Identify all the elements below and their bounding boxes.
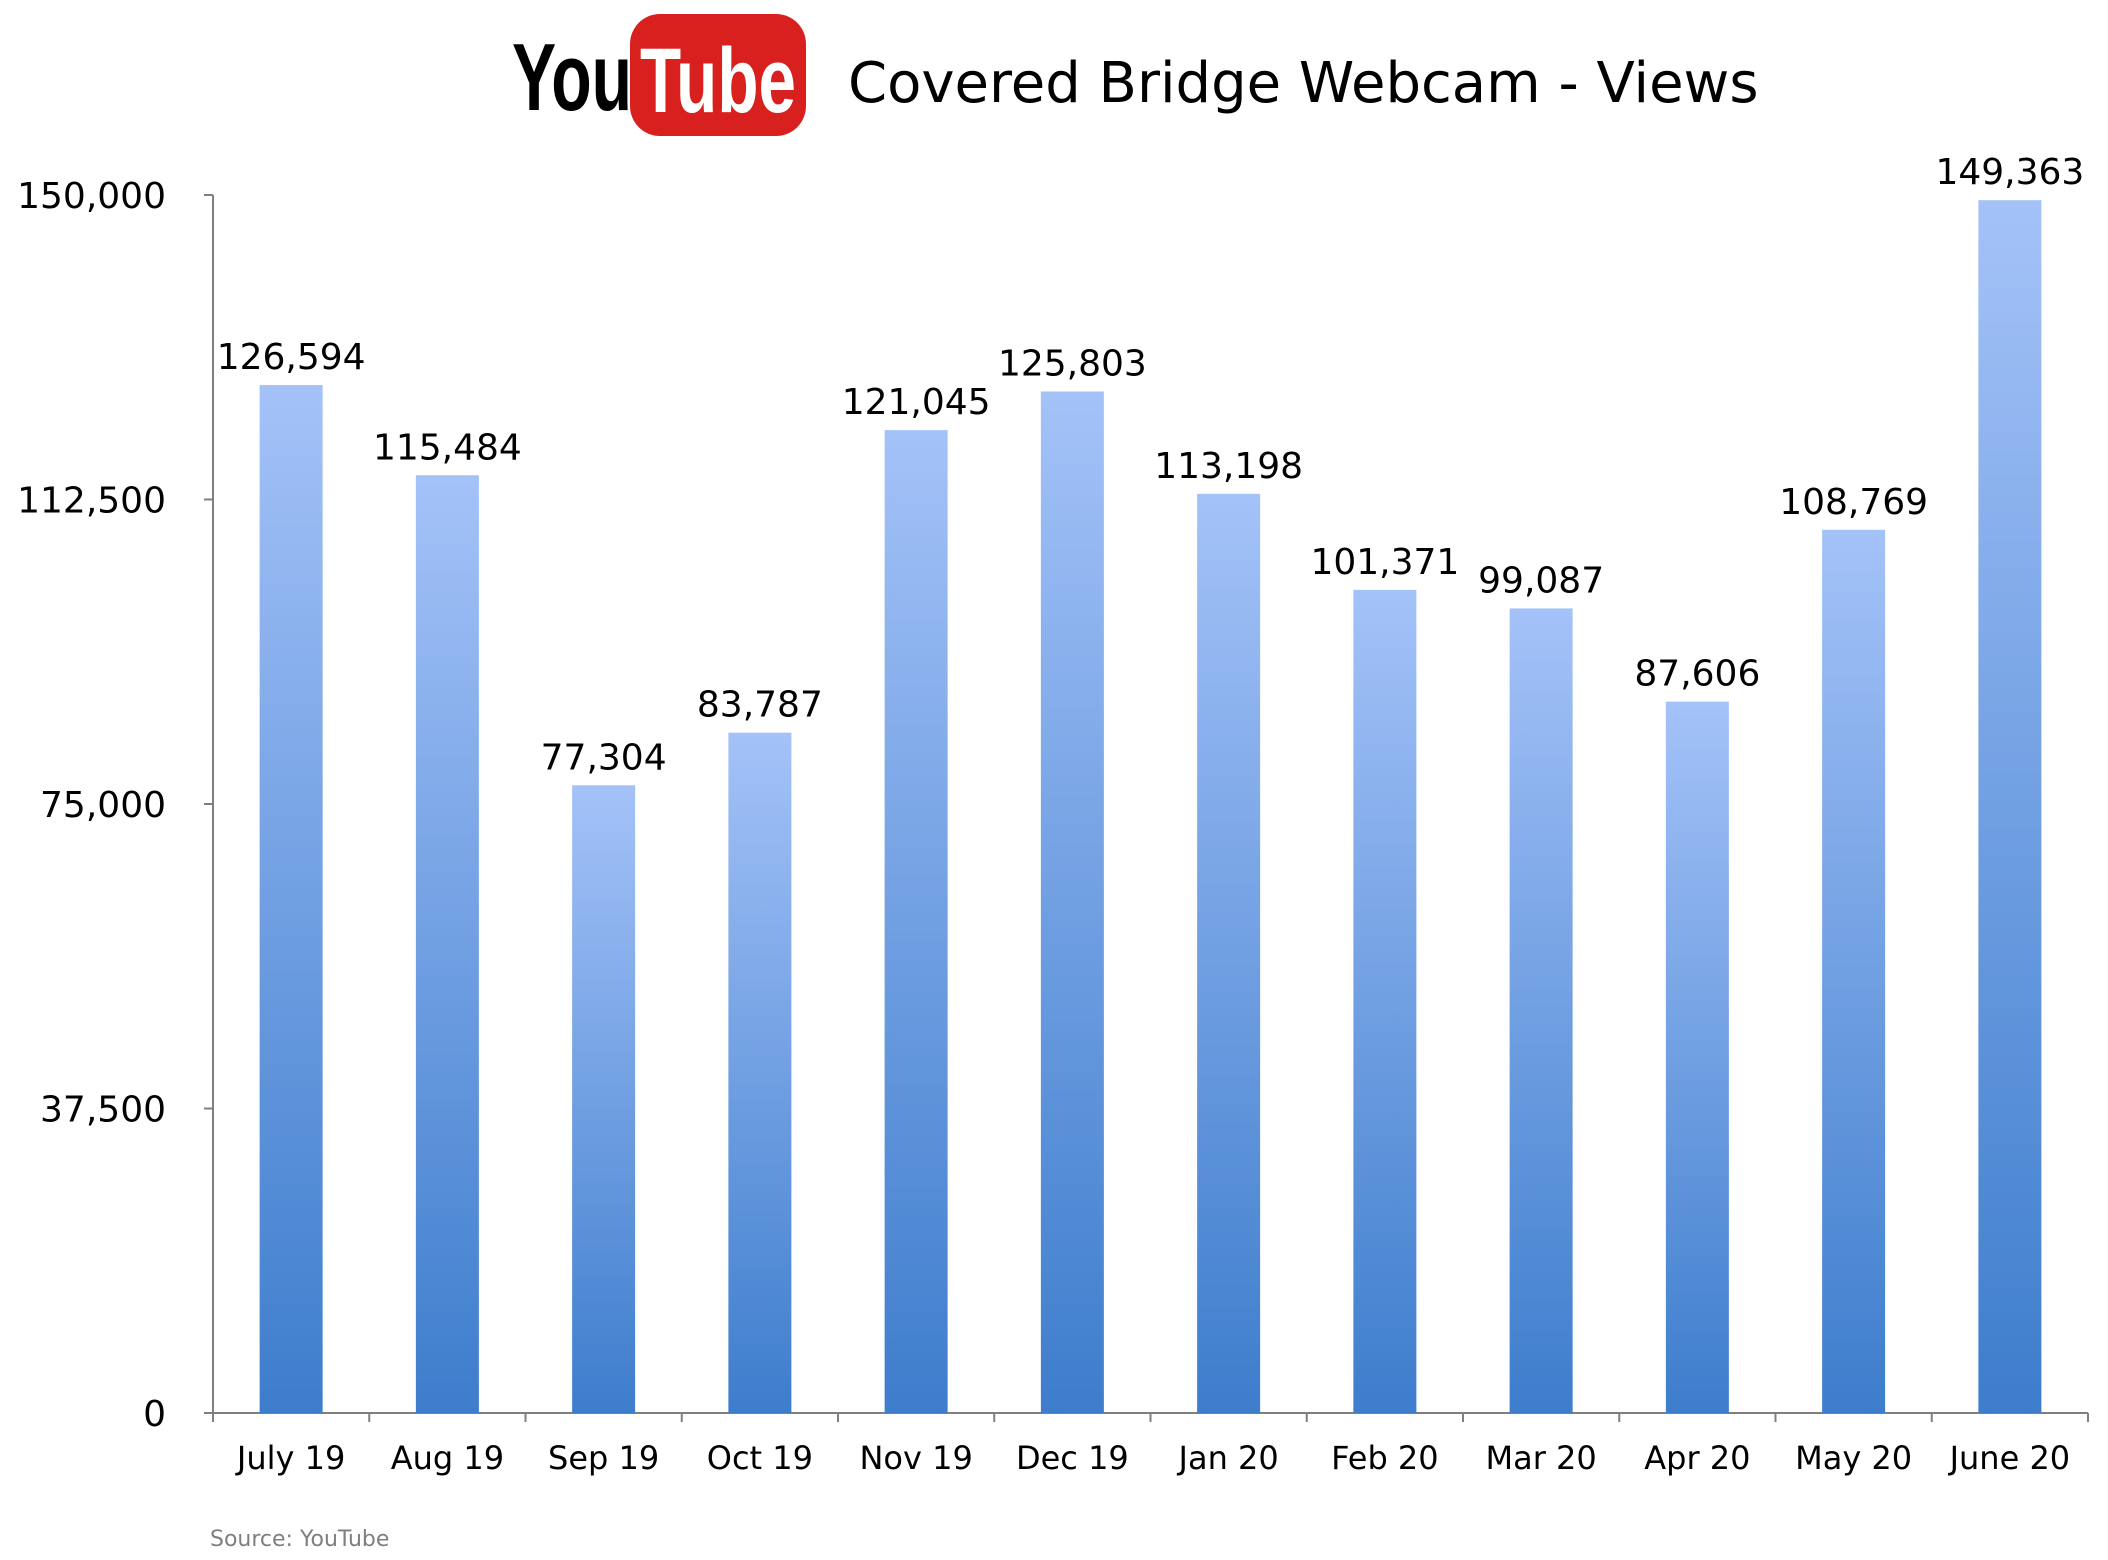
logo-tube-text: Tube xyxy=(640,30,796,132)
youtube-logo: You Tube xyxy=(512,14,806,136)
y-tick-label: 150,000 xyxy=(17,176,166,217)
bar xyxy=(1040,391,1104,1414)
bar-value-label: 101,371 xyxy=(1310,542,1459,583)
bars xyxy=(259,200,2042,1414)
x-tick-label: Aug 19 xyxy=(391,1439,504,1477)
source-note: Source: YouTube xyxy=(210,1527,389,1552)
bar xyxy=(1197,493,1261,1413)
x-tick-label: Feb 20 xyxy=(1331,1439,1439,1477)
x-tick-label: June 20 xyxy=(1948,1439,2071,1477)
bar-value-label: 126,594 xyxy=(217,337,366,378)
y-tick-label: 75,000 xyxy=(40,785,166,826)
x-tick-label: May 20 xyxy=(1795,1439,1912,1477)
bar xyxy=(1822,529,1886,1413)
x-tick-label: Nov 19 xyxy=(859,1439,972,1477)
bar-value-label: 115,484 xyxy=(373,427,522,468)
bar-value-label: 87,606 xyxy=(1634,654,1760,695)
chart-title: Covered Bridge Webcam - Views xyxy=(848,51,1759,116)
logo-badge xyxy=(630,14,806,136)
bar xyxy=(1509,608,1573,1413)
bar-value-label: 83,787 xyxy=(697,685,823,726)
bar-value-label: 121,045 xyxy=(842,382,991,423)
bar-value-label: 77,304 xyxy=(541,737,667,778)
bar-value-label: 113,198 xyxy=(1154,446,1303,487)
bar-value-label: 149,363 xyxy=(1935,152,2084,193)
y-tick-label: 0 xyxy=(143,1394,166,1435)
bar xyxy=(884,430,948,1413)
bar xyxy=(1665,701,1729,1413)
bar xyxy=(728,732,792,1413)
value-labels: 126,594 115,484 77,304 83,787 121,045125,803… xyxy=(217,152,2085,778)
y-tick-labels: 0 37,500 75,000 112,500 150,000 xyxy=(17,176,166,1435)
x-tick-label: Oct 19 xyxy=(707,1439,813,1477)
x-tick-label: Sep 19 xyxy=(548,1439,659,1477)
bar xyxy=(415,475,479,1414)
bar xyxy=(1978,200,2042,1413)
axes xyxy=(204,194,2089,1422)
bar-value-label: 99,087 xyxy=(1478,560,1604,601)
x-tick-label: July 19 xyxy=(235,1439,345,1477)
x-tick-label: Dec 19 xyxy=(1016,1439,1129,1477)
bar-value-label: 125,803 xyxy=(998,343,1147,384)
bar-value-label: 108,769 xyxy=(1779,482,1928,523)
y-tick-label: 37,500 xyxy=(40,1090,166,1131)
logo-you-text: You xyxy=(512,24,632,131)
x-tick-label: Apr 20 xyxy=(1644,1439,1750,1477)
x-tick-label: Mar 20 xyxy=(1485,1439,1596,1477)
x-tick-label: Jan 20 xyxy=(1177,1439,1279,1477)
y-tick-label: 112,500 xyxy=(17,481,166,522)
bar xyxy=(259,385,323,1413)
bar xyxy=(1353,589,1417,1413)
bar xyxy=(572,785,636,1413)
x-tick-labels: July 19 Aug 19 Sep 19 Oct 19 Nov 19 Dec 19 Jan… xyxy=(235,1439,2070,1477)
